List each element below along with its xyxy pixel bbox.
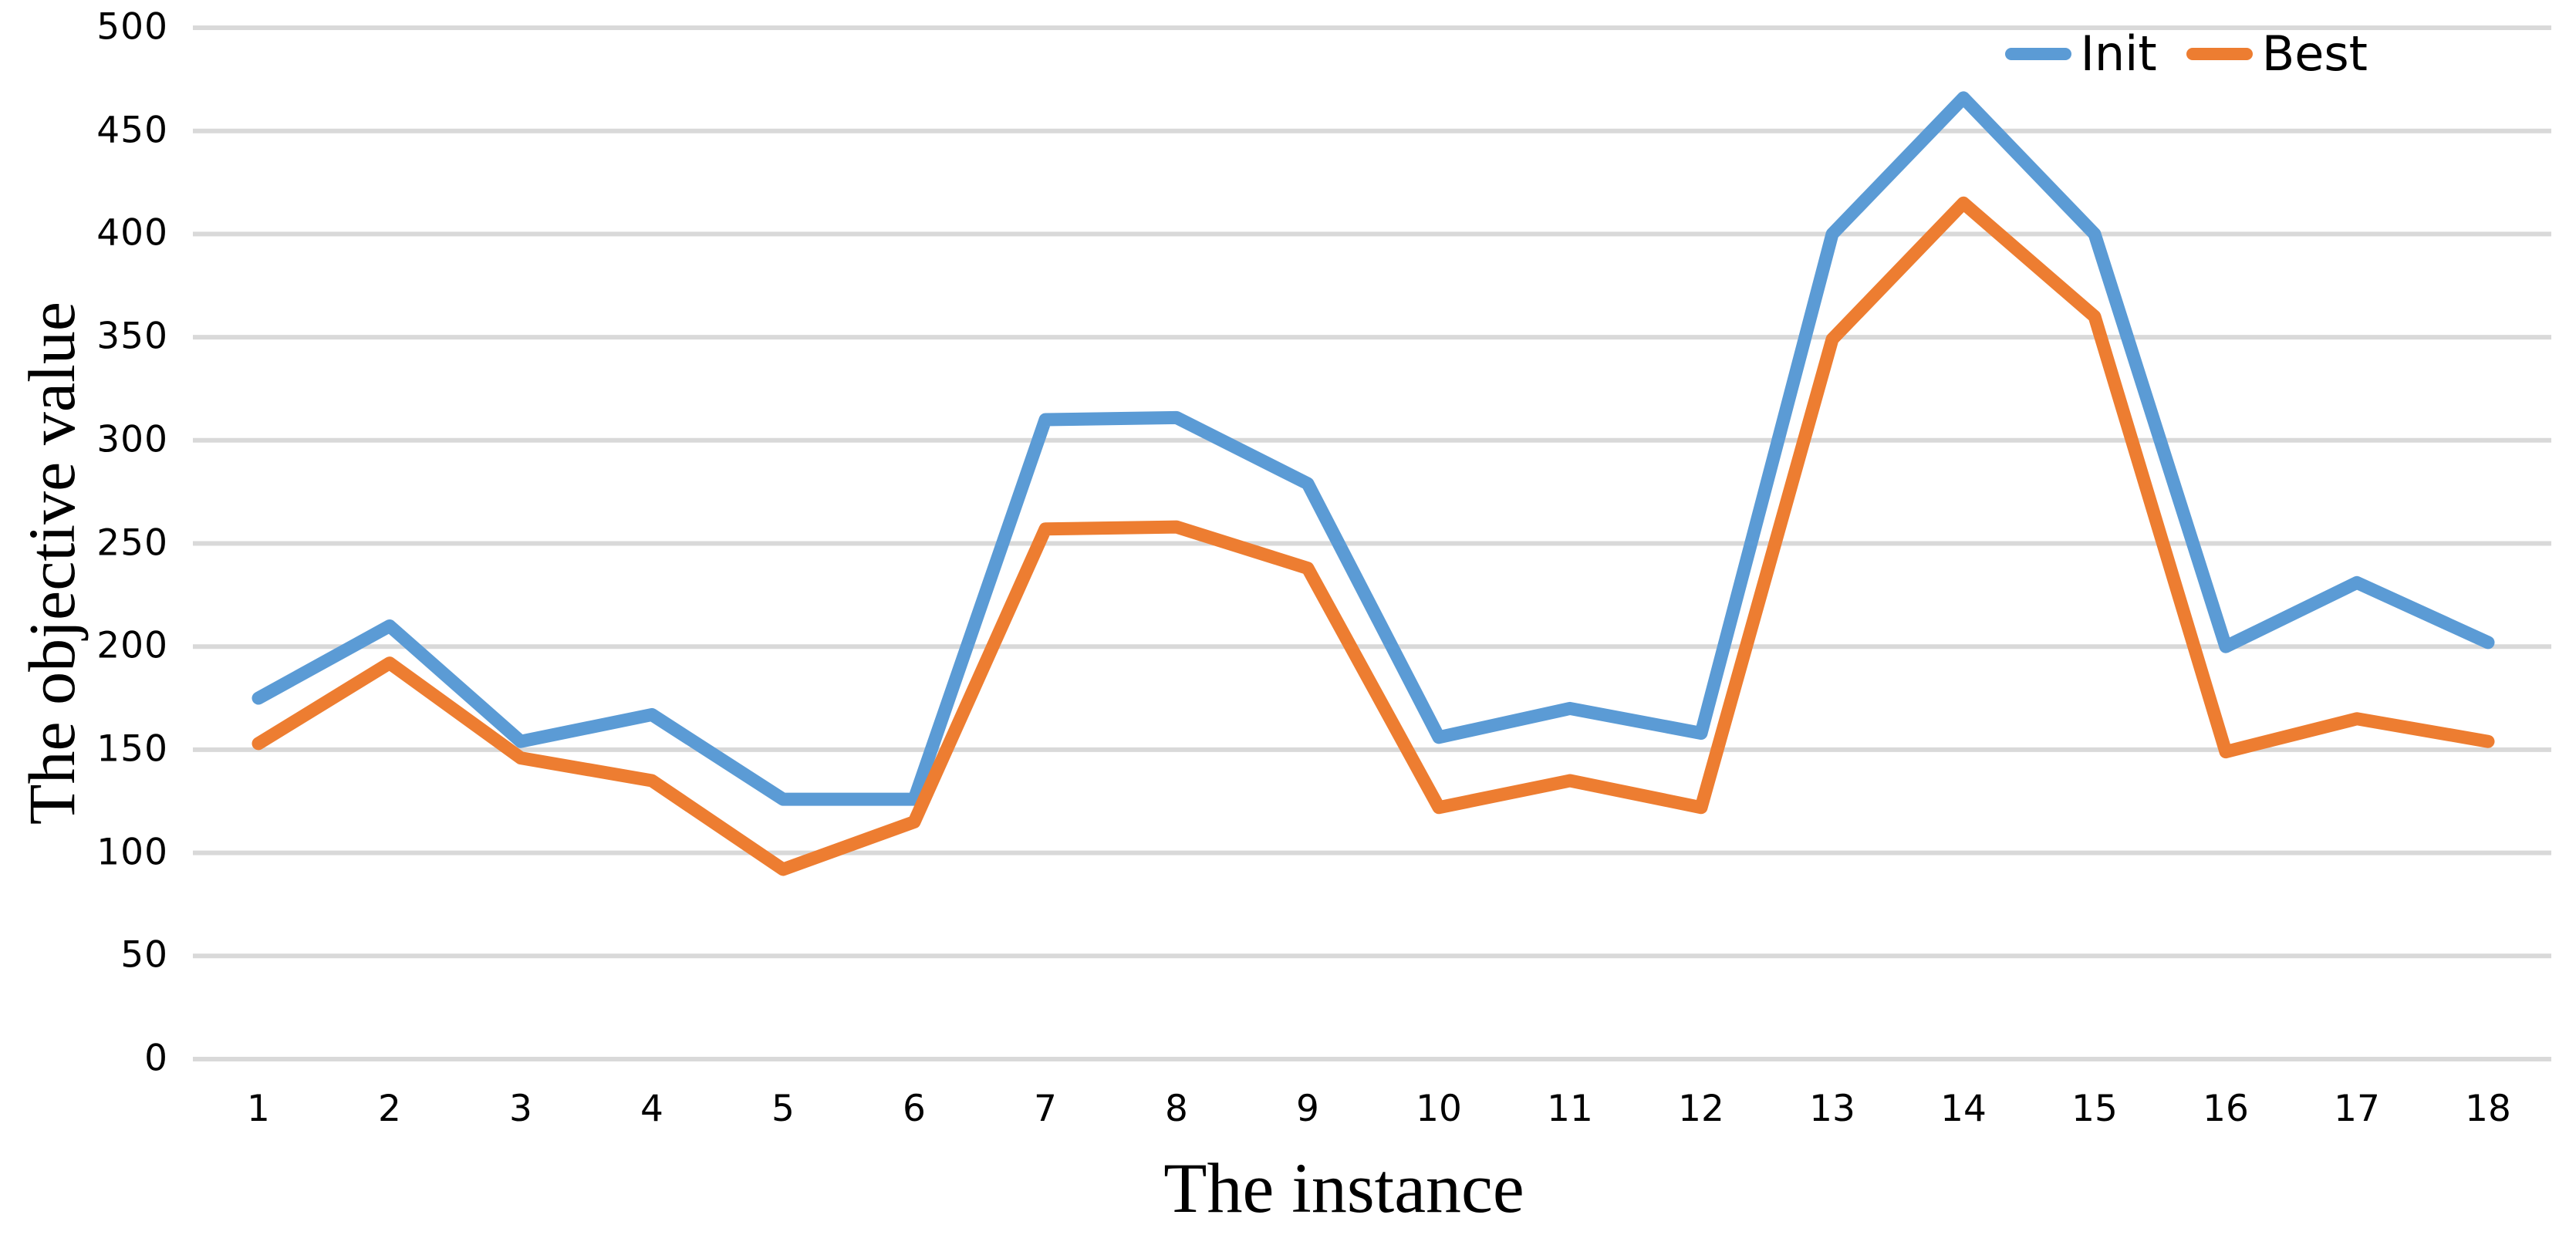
x-tick-label-8: 8: [1165, 1088, 1188, 1130]
x-axis-title: The instance: [1163, 1149, 1524, 1227]
x-tick-label-13: 13: [1809, 1088, 1855, 1130]
y-axis-title: The objective value: [15, 301, 89, 825]
y-tick-label-0: 0: [144, 1037, 168, 1080]
x-tick-label-16: 16: [2203, 1088, 2249, 1130]
x-tick-label-3: 3: [509, 1088, 532, 1130]
y-tick-label-200: 200: [96, 624, 168, 667]
x-tick-label-12: 12: [1678, 1088, 1724, 1130]
x-tick-label-18: 18: [2465, 1088, 2511, 1130]
x-tick-label-15: 15: [2071, 1088, 2118, 1130]
y-tick-label-50: 50: [120, 933, 168, 977]
y-tick-label-400: 400: [96, 211, 168, 255]
x-tick-label-10: 10: [1416, 1088, 1462, 1130]
y-tick-label-450: 450: [96, 109, 168, 152]
x-tick-label-14: 14: [1940, 1088, 1987, 1130]
series-line-best: [252, 196, 2495, 876]
x-tick-label-5: 5: [771, 1088, 795, 1130]
y-tick-label-350: 350: [96, 315, 168, 358]
x-tick-label-17: 17: [2334, 1088, 2380, 1130]
y-tick-label-250: 250: [96, 521, 168, 565]
legend-label-best: Best: [2261, 25, 2368, 82]
init-line-swatch-icon: [2004, 48, 2071, 60]
x-tick-label-7: 7: [1034, 1088, 1057, 1130]
y-tick-label-150: 150: [96, 727, 168, 771]
x-tick-label-4: 4: [640, 1088, 663, 1130]
series-line-init: [252, 91, 2495, 806]
y-tick-label-100: 100: [96, 831, 168, 874]
x-tick-label-2: 2: [378, 1088, 401, 1130]
series-lines-group: [252, 91, 2495, 876]
y-tick-label-300: 300: [96, 418, 168, 461]
legend-label-init: Init: [2080, 25, 2157, 82]
best-line-swatch-icon: [2186, 48, 2253, 60]
legend-item-best: Best: [2186, 30, 2368, 78]
x-tick-label-1: 1: [247, 1088, 270, 1130]
x-tick-label-9: 9: [1296, 1088, 1319, 1130]
x-tick-label-11: 11: [1547, 1088, 1593, 1130]
x-tick-label-6: 6: [903, 1088, 926, 1130]
legend: Init Best: [2004, 25, 2368, 82]
legend-item-init: Init: [2004, 25, 2157, 82]
gridlines-group: [193, 25, 2551, 1061]
y-tick-label-500: 500: [96, 5, 168, 49]
